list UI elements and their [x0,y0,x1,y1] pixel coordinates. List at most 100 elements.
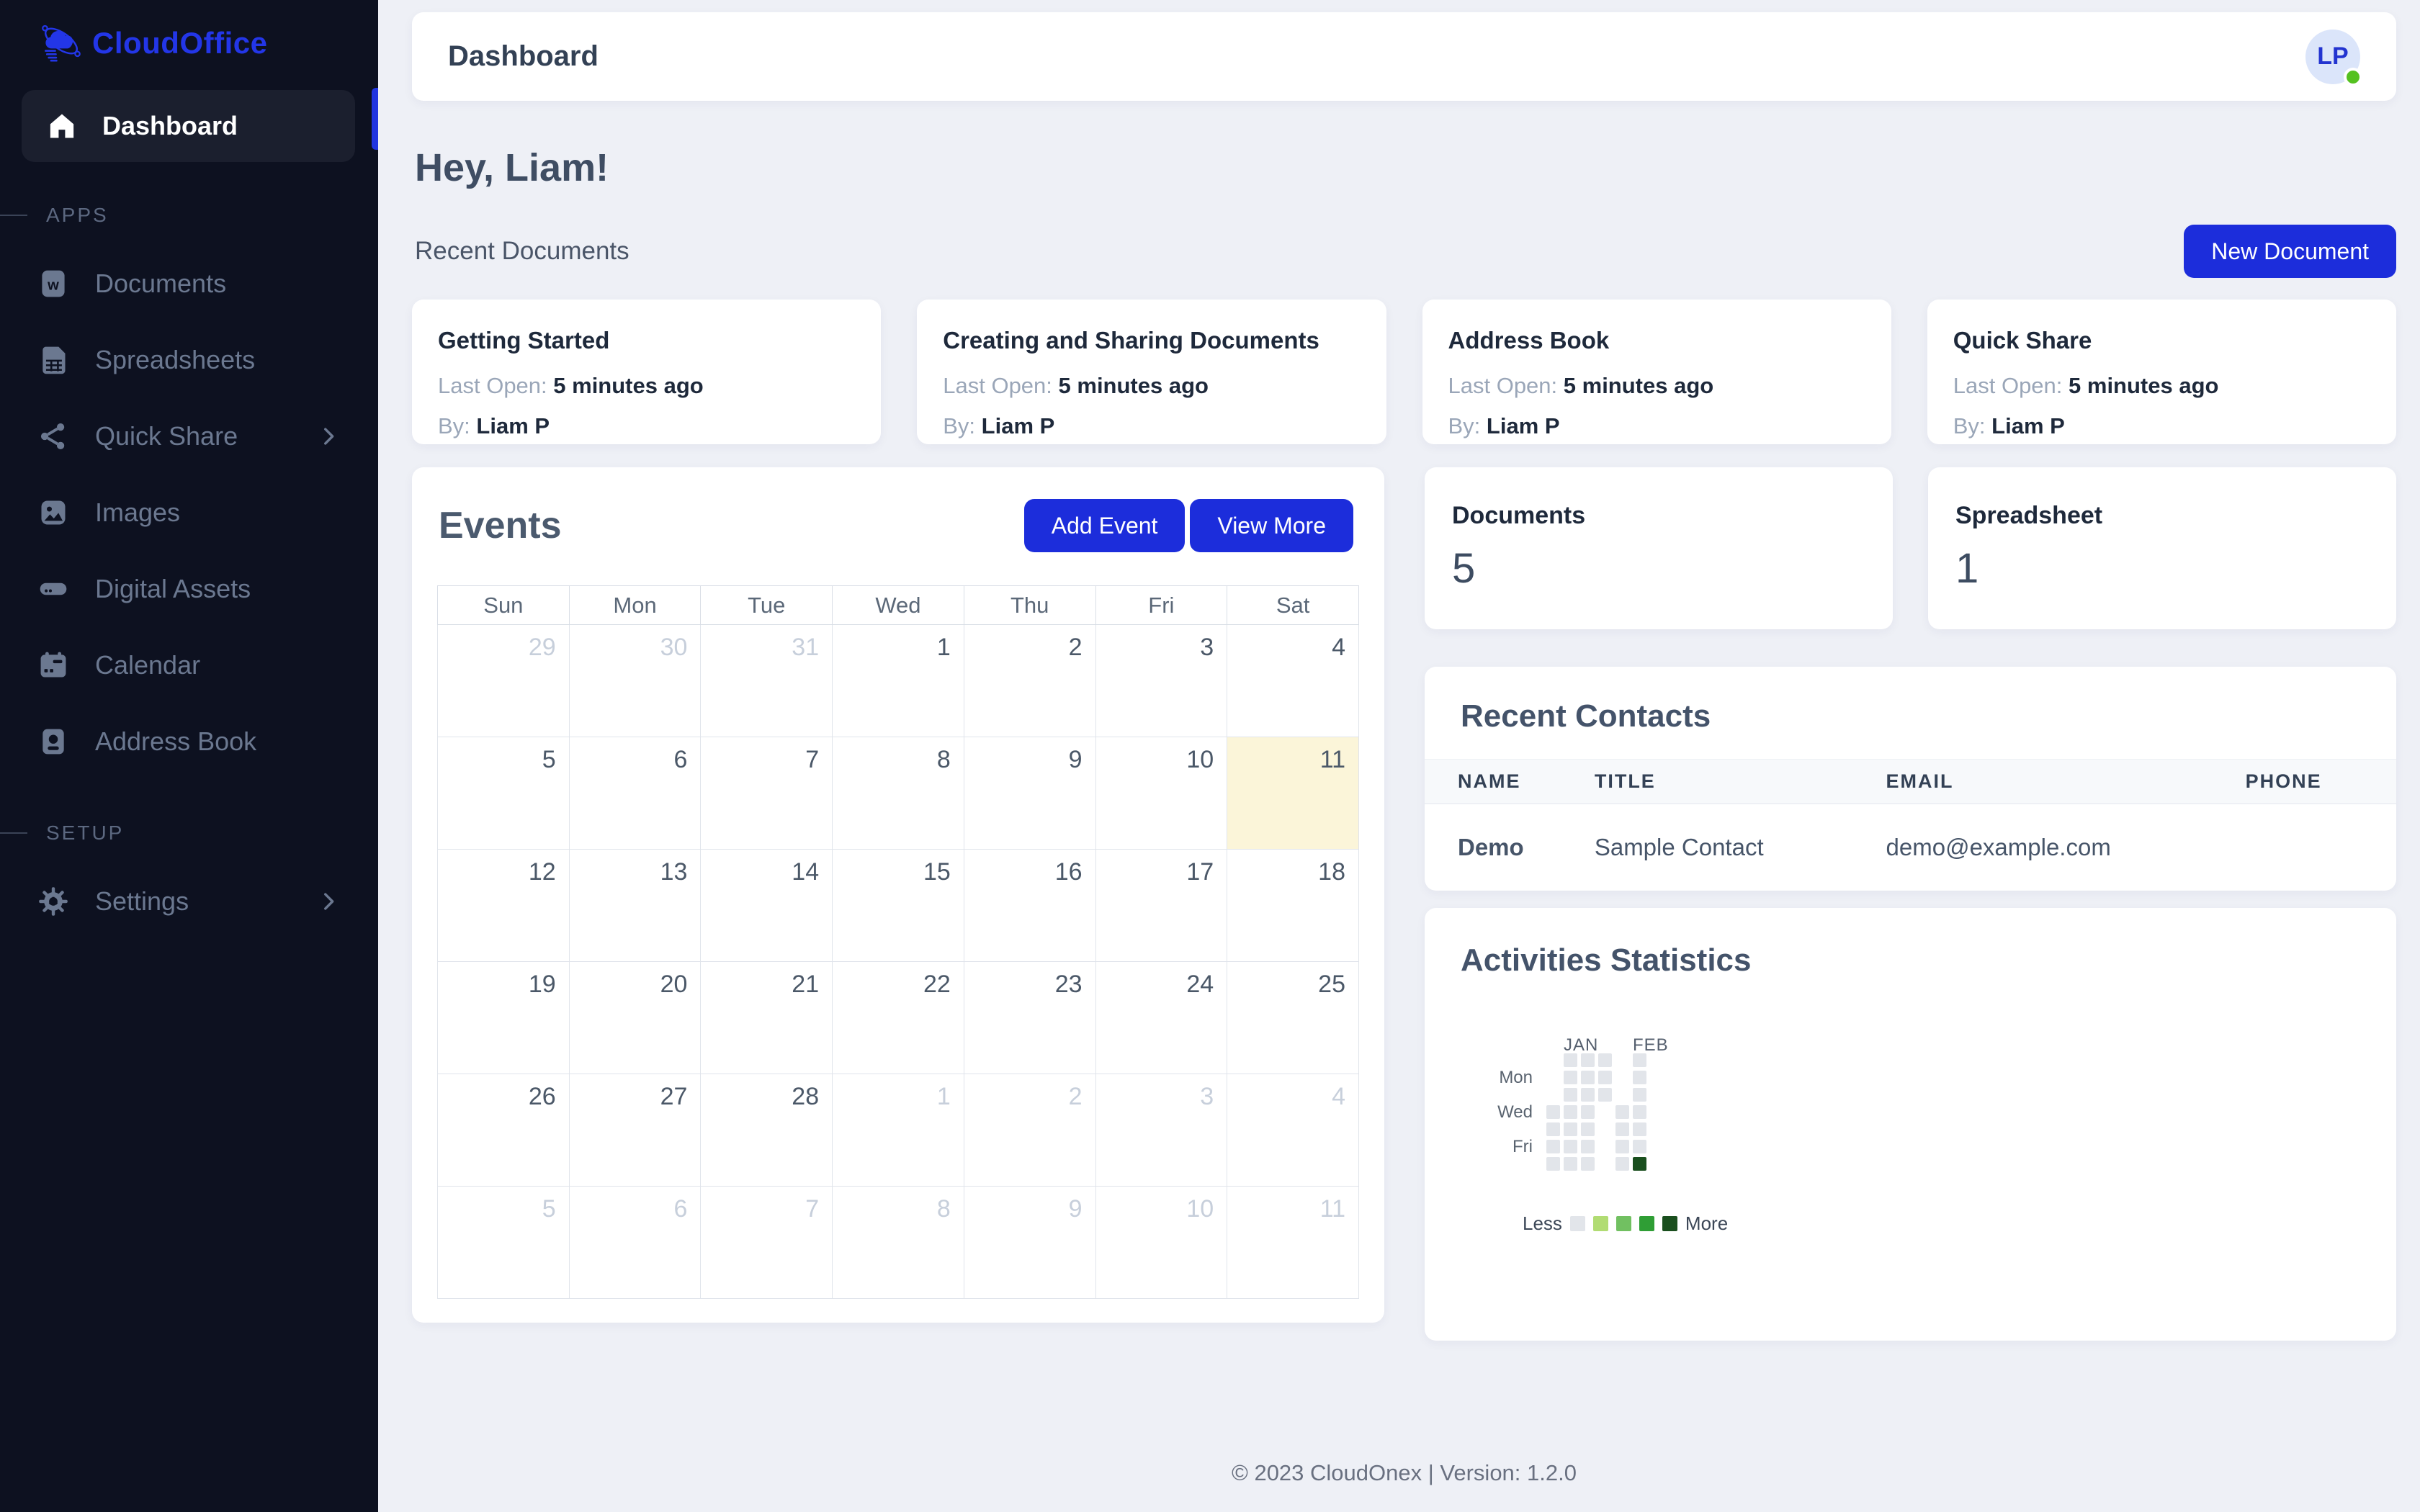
recent-document-card-address-book[interactable]: Address Book Last Open: 5 minutes ago By: … [1422,300,1891,444]
legend-less-label: Less [1523,1212,1562,1234]
sidebar-item-settings[interactable]: Settings [0,863,378,940]
calendar-day-cell[interactable]: 12 [437,849,570,962]
stat-label: Spreadsheet [1955,502,2103,529]
image-icon [37,497,69,528]
calendar-day-cell[interactable]: 10 [1095,1186,1228,1299]
document-last-open: Last Open: 5 minutes ago [943,373,1209,398]
heatmap-cell [1546,1104,1560,1119]
calendar-day-cell[interactable]: 6 [568,1186,702,1299]
calendar-day-cell[interactable]: 13 [568,849,702,962]
calendar-day-cell[interactable]: 29 [437,624,570,737]
user-avatar[interactable]: LP [2305,29,2362,86]
calendar-day-cell[interactable]: 7 [700,737,833,850]
calendar-day-cell[interactable]: 21 [700,961,833,1074]
calendar-day-cell[interactable]: 30 [568,624,702,737]
heatmap-cell [1633,1070,1646,1084]
calendar-day-cell[interactable]: 17 [1095,849,1228,962]
calendar-day-cell[interactable]: 24 [1095,961,1228,1074]
events-title: Events [439,505,562,546]
calendar-day-cell[interactable]: 9 [963,737,1096,850]
recent-document-card-getting-started[interactable]: Getting Started Last Open: 5 minutes ago B… [412,300,882,444]
recent-documents-bar: Recent Documents New Document [415,225,2396,278]
calendar-day-cell[interactable]: 10 [1095,737,1228,850]
contact-name-link[interactable]: Demo [1458,833,1524,860]
heatmap-cell [1581,1053,1595,1067]
heatmap-cell [1633,1087,1646,1102]
calendar-day-cell[interactable]: 1 [832,1074,964,1187]
sidebar-item-quick-share[interactable]: Quick Share [0,398,378,474]
calendar-day-cell[interactable]: 8 [832,737,964,850]
calendar-day-cell[interactable]: 7 [700,1186,833,1299]
sidebar-item-label: Dashboard [102,111,238,140]
calendar-day-cell[interactable]: 11 [1227,1186,1359,1299]
calendar-day-cell[interactable]: 6 [568,737,702,850]
heatmap-spacer [1481,1036,1543,1050]
legend-swatch [1592,1215,1608,1231]
weekday-header-thu: Thu [963,585,1096,625]
calendar-day-cell[interactable]: 26 [437,1074,570,1187]
brand-logo[interactable]: CloudOffice [0,0,378,67]
sidebar-item-dashboard[interactable]: Dashboard [22,90,355,162]
calendar-day-cell[interactable]: 25 [1227,961,1359,1074]
sidebar-item-digital-assets[interactable]: Digital Assets [0,551,378,627]
document-card-title: Creating and Sharing Documents [943,327,1319,354]
calendar-day-cell[interactable]: 5 [437,1186,570,1299]
sidebar-item-label: Quick Share [95,421,238,451]
chevron-right-icon [316,424,341,449]
calendar-day-cell[interactable]: 28 [700,1074,833,1187]
recent-document-card-quick-share[interactable]: Quick Share Last Open: 5 minutes ago By: L… [1927,300,2396,444]
calendar-day-cell[interactable]: 15 [832,849,964,962]
calendar-day-cell[interactable]: 27 [568,1074,702,1187]
calendar-day-cell[interactable]: 3 [1095,624,1228,737]
calendar-day-cell[interactable]: 4 [1227,624,1359,737]
calendar-day-cell[interactable]: 22 [832,961,964,1074]
stat-value: 1 [1955,545,1979,592]
calendar-day-cell[interactable]: 23 [963,961,1096,1074]
gear-icon [37,886,69,917]
stat-label: Documents [1452,502,1586,529]
calendar-day-cell[interactable]: 1 [832,624,964,737]
sidebar-item-address-book[interactable]: Address Book [0,703,378,780]
sidebar-item-calendar[interactable]: Calendar [0,627,378,703]
calendar-day-cell[interactable]: 19 [437,961,570,1074]
heatmap-day-label-mon: Mon [1499,1067,1533,1087]
drive-icon [37,573,69,605]
heatmap-month-label-feb: FEB [1633,1035,1669,1055]
calendar-day-cell[interactable]: 2 [963,624,1096,737]
heatmap-cell [1598,1087,1612,1102]
sidebar-item-documents[interactable]: w Documents [0,246,378,322]
recent-documents-row: Getting Started Last Open: 5 minutes ago B… [412,300,2396,444]
heatmap-cell [1598,1070,1612,1084]
content-row: Events Add Event View More Sun Mon Tue Wed T… [412,467,2396,1341]
sidebar-item-images[interactable]: Images [0,474,378,551]
calendar-day-cell[interactable]: 9 [963,1186,1096,1299]
recent-document-card-creating-and-sharing-documents[interactable]: Creating and Sharing Documents Last Open:… [917,300,1386,444]
home-icon [46,110,78,142]
sidebar-item-spreadsheets[interactable]: Spreadsheets [0,322,378,398]
heatmap-cell [1581,1070,1595,1084]
calendar-day-cell[interactable]: 2 [963,1074,1096,1187]
recent-contacts-title: Recent Contacts [1461,698,1711,734]
calendar-day-cell[interactable]: 18 [1227,849,1359,962]
calendar-day-cell[interactable]: 3 [1095,1074,1228,1187]
view-more-button[interactable]: View More [1190,499,1353,552]
calendar-day-cell[interactable]: 14 [700,849,833,962]
calendar-day-cell[interactable]: 20 [568,961,702,1074]
legend-swatch [1615,1215,1631,1231]
sidebar-item-label: Address Book [95,726,257,756]
events-calendar: Sun Mon Tue Wed Thu Fri Sat 29 30 31 1 2 3 4 5 6 7 8 9 10 1… [437,585,1359,1299]
calendar-day-cell-selected[interactable]: 11 [1227,737,1359,850]
contacts-table: NAME TITLE EMAIL PHONE Demo Sample Contact de… [1425,759,2396,891]
heatmap-cell [1564,1156,1577,1171]
greeting-heading: Hey, Liam! [415,146,609,189]
calendar-day-cell[interactable]: 8 [832,1186,964,1299]
calendar-day-cell[interactable]: 31 [700,624,833,737]
calendar-day-cell[interactable]: 5 [437,737,570,850]
calendar-day-cell[interactable]: 16 [963,849,1096,962]
new-document-button[interactable]: New Document [2184,225,2396,278]
calendar-day-cell[interactable]: 4 [1227,1074,1359,1187]
calendar-icon [37,649,69,681]
heatmap-cell [1615,1122,1629,1136]
sidebar-item-label: Settings [95,886,189,916]
add-event-button[interactable]: Add Event [1023,499,1186,552]
